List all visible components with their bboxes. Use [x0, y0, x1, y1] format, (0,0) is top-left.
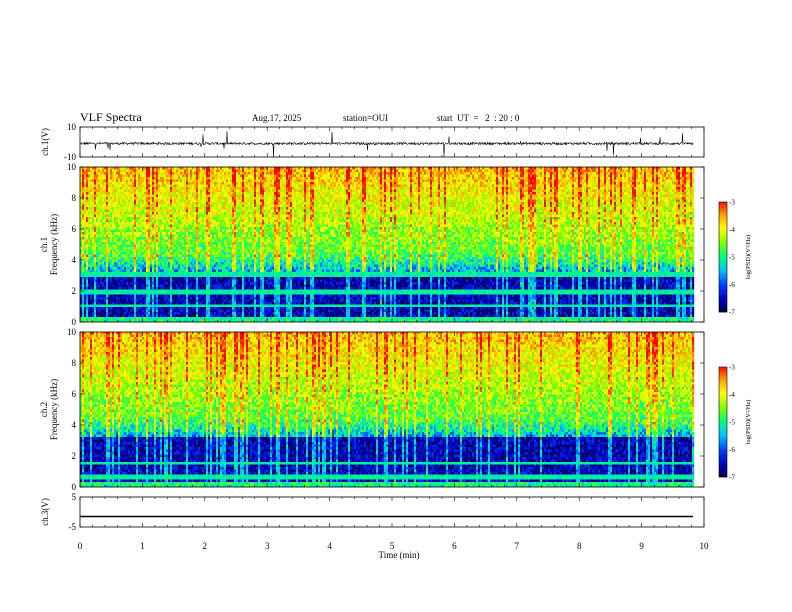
- y-tick-label: 6: [72, 389, 77, 399]
- y-tick-label: 4: [72, 255, 77, 265]
- ch1-waveform-line: [80, 131, 693, 157]
- y-axis-label: ch.3(V): [40, 498, 50, 526]
- x-tick-label: 9: [639, 541, 644, 551]
- x-tick-label: 0: [78, 541, 83, 551]
- y-axis-label-frequency: Frequency (kHz): [49, 379, 59, 440]
- x-tick-label: 2: [203, 541, 208, 551]
- y-tick-label: 8: [72, 358, 77, 368]
- x-axis-label: Time (min): [379, 550, 420, 560]
- y-tick-label: -5: [69, 522, 77, 532]
- colorbar-label: log(PSD)(V²/Hz): [745, 235, 752, 280]
- colorbar-label: log(PSD)(V²/Hz): [745, 400, 752, 445]
- colorbar-tick-label: -5: [729, 419, 735, 427]
- x-tick-label: 8: [577, 541, 582, 551]
- y-tick-label: 2: [72, 286, 77, 296]
- x-tick-label: 1: [140, 541, 145, 551]
- x-ticks: [80, 497, 704, 527]
- colorbar: [719, 202, 727, 312]
- y-tick-label: 0: [72, 482, 77, 492]
- y-tick-label: 4: [72, 420, 77, 430]
- colorbar-tick-label: -6: [729, 446, 735, 454]
- x-tick-label: 6: [452, 541, 457, 551]
- y-tick-label: 10: [67, 122, 77, 132]
- colorbar-tick-label: -4: [729, 226, 735, 234]
- y-axis-label: ch.1(V): [40, 128, 50, 156]
- colorbar: [719, 367, 727, 477]
- colorbar-tick-label: -3: [729, 364, 735, 372]
- y-tick-label: -10: [64, 152, 76, 162]
- y-tick-label: 0: [72, 317, 77, 327]
- y-tick-label: 2: [72, 451, 77, 461]
- colorbar-tick-label: -7: [729, 309, 735, 317]
- y-axis-label-frequency: Frequency (kHz): [49, 214, 59, 275]
- colorbar-tick-label: -5: [729, 254, 735, 262]
- spectrogram-image: [80, 332, 694, 487]
- colorbar-tick-label: -3: [729, 199, 735, 207]
- x-tick-label: 10: [700, 541, 710, 551]
- colorbar-tick-label: -4: [729, 391, 735, 399]
- y-axis-label-channel: ch.2: [39, 402, 49, 417]
- y-tick-label: 10: [67, 327, 77, 337]
- x-tick-label: 3: [265, 541, 270, 551]
- waveform-frame: [80, 497, 704, 527]
- y-tick-label: 5: [72, 492, 77, 502]
- y-tick-label: 8: [72, 193, 77, 203]
- spectrogram-image: [80, 167, 694, 322]
- y-tick-label: 6: [72, 224, 77, 234]
- y-axis-label-channel: ch.1: [39, 237, 49, 252]
- x-tick-label: 4: [327, 541, 332, 551]
- waveform-frame: [80, 127, 704, 157]
- y-tick-label: 10: [67, 162, 77, 172]
- x-ticks: [80, 127, 704, 157]
- x-tick-label: 7: [515, 541, 520, 551]
- colorbar-tick-label: -6: [729, 281, 735, 289]
- colorbar-tick-label: -7: [729, 474, 735, 482]
